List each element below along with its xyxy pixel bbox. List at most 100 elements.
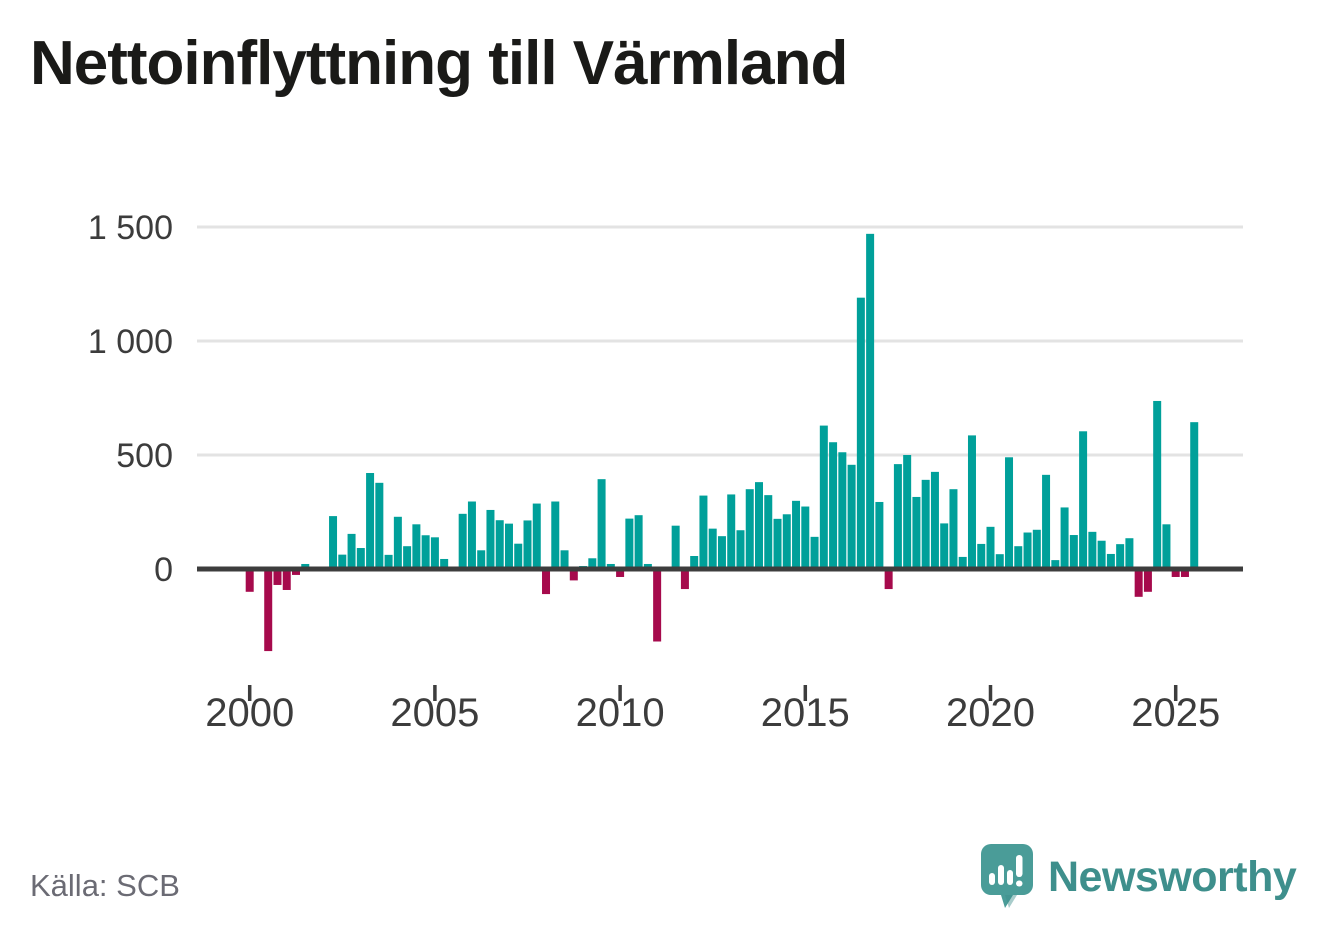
bar-2013Q1: [727, 494, 736, 571]
bar-2013Q3: [745, 489, 754, 571]
x-axis-label-2015: 2015: [761, 691, 850, 735]
bar-2010Q1: [616, 567, 625, 577]
source-label: Källa: SCB: [30, 868, 180, 903]
gridline-1000: [197, 339, 1243, 343]
bar-2020Q3: [1005, 457, 1014, 571]
bar-2011Q4: [680, 567, 689, 590]
y-axis-label-1000: 1 000: [88, 323, 173, 361]
bar-2025Q2: [1180, 567, 1189, 577]
bar-2019Q2: [958, 556, 967, 571]
bar-2006Q4: [495, 520, 504, 571]
bar-2005Q1: [430, 537, 439, 571]
bar-chart-glyph: [989, 855, 1023, 887]
bar-2011Q1: [653, 567, 662, 642]
bar-2008Q2: [551, 501, 560, 571]
bar-2023Q4: [1125, 538, 1134, 571]
gridline-1500: [197, 225, 1243, 229]
bar-2015Q2: [810, 536, 819, 571]
bar-2022Q2: [1069, 535, 1078, 571]
bar-2014Q1: [764, 495, 773, 571]
bar-2023Q2: [1106, 553, 1115, 571]
bar-2000Q1: [245, 567, 254, 592]
x-axis-label-2005: 2005: [390, 691, 479, 735]
bar-2024Q4: [1162, 524, 1171, 571]
bar-2012Q2: [699, 495, 708, 571]
bar-2003Q4: [384, 554, 393, 571]
x-tick-2020: [988, 685, 993, 701]
bar-2024Q3: [1153, 400, 1162, 571]
bar-2007Q1: [504, 523, 513, 571]
bar-2016Q4: [866, 233, 875, 571]
bar-2017Q3: [893, 464, 902, 571]
bar-2016Q3: [856, 297, 865, 571]
bar-2015Q3: [819, 425, 828, 571]
bar-2011Q3: [671, 525, 680, 571]
bar-2016Q2: [847, 464, 856, 571]
bar-2017Q2: [884, 567, 893, 590]
bar-2021Q2: [1032, 529, 1041, 571]
speech-bubble-shade: [995, 895, 1017, 908]
bar-2023Q3: [1116, 544, 1125, 571]
bar-2022Q3: [1079, 431, 1088, 571]
x-axis-label-2020: 2020: [946, 691, 1035, 735]
bar-2007Q2: [514, 543, 523, 571]
bar-2023Q1: [1097, 540, 1106, 571]
bar-2025Q3: [1190, 422, 1199, 571]
bar-2018Q3: [930, 471, 939, 571]
bar-2009Q3: [597, 479, 606, 571]
bar-2002Q4: [347, 533, 356, 571]
bar-2007Q4: [532, 503, 541, 571]
x-tick-2005: [433, 685, 437, 701]
bar-2003Q1: [356, 548, 365, 571]
bar-2019Q1: [949, 489, 958, 571]
bar-2021Q3: [1042, 474, 1051, 571]
bar-2022Q4: [1088, 531, 1097, 571]
bar-2017Q4: [903, 455, 912, 571]
bar-2018Q4: [940, 523, 949, 571]
gridline-500: [197, 453, 1243, 457]
bar-2025Q1: [1171, 567, 1180, 577]
bar-2012Q1: [690, 556, 699, 571]
bar-2019Q3: [967, 435, 976, 571]
y-axis-label-0: 0: [154, 551, 173, 589]
zero-axis-line: [197, 566, 1243, 572]
bar-2002Q2: [329, 516, 338, 571]
bar-2020Q2: [995, 554, 1004, 571]
bar-2008Q4: [569, 567, 578, 581]
x-tick-2025: [1173, 685, 1178, 701]
bar-2005Q2: [440, 558, 449, 571]
bar-2004Q2: [403, 546, 412, 571]
bar-2006Q3: [486, 509, 495, 571]
bar-2019Q4: [977, 543, 986, 571]
bar-2014Q2: [773, 518, 782, 571]
bar-2012Q3: [708, 528, 717, 571]
bar-2024Q1: [1134, 567, 1143, 597]
bar-2013Q4: [755, 482, 763, 571]
bar-2008Q1: [542, 567, 551, 595]
bar-2022Q1: [1060, 507, 1069, 571]
bar-2018Q1: [912, 496, 921, 571]
bar-2000Q4: [273, 567, 282, 585]
x-axis-label-2025: 2025: [1131, 691, 1220, 735]
x-tick-2010: [618, 685, 622, 701]
bar-2021Q4: [1051, 560, 1060, 571]
bar-2003Q2: [366, 473, 375, 571]
bar-2005Q4: [458, 513, 467, 571]
bar-2018Q2: [921, 479, 930, 571]
bar-2014Q4: [792, 500, 801, 571]
bar-2015Q1: [801, 506, 810, 571]
chart-title: Nettoinflyttning till Värmland: [30, 29, 848, 98]
bar-2010Q3: [634, 515, 643, 571]
bar-2015Q4: [829, 442, 838, 571]
bar-2007Q3: [523, 520, 532, 571]
bar-2024Q2: [1143, 567, 1152, 592]
bar-2013Q2: [736, 530, 745, 571]
x-tick-2000: [247, 685, 252, 701]
newsworthy-logo: Newsworthy: [980, 843, 1297, 911]
bar-2008Q3: [560, 550, 569, 571]
bar-2012Q4: [717, 536, 726, 571]
bar-2006Q1: [467, 501, 476, 571]
